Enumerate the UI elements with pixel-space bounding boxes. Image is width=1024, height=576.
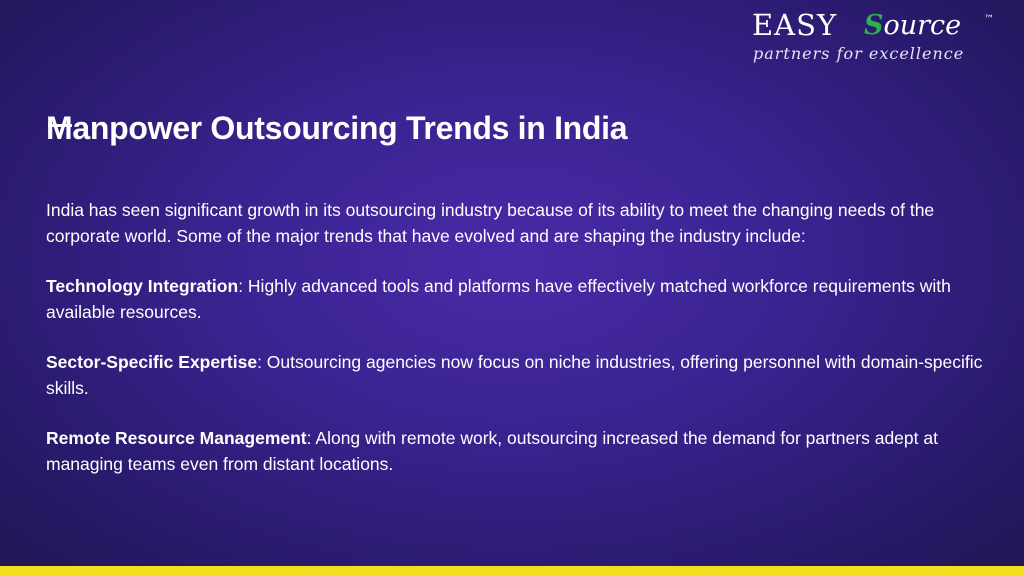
logo-brand-source: Source	[864, 10, 961, 41]
trend-item-remote: Remote Resource Management: Along with r…	[46, 425, 986, 477]
logo-trademark: ™	[984, 14, 994, 25]
trend-heading: Remote Resource Management	[46, 428, 307, 448]
trend-text: : Along with remote work, outsourcing in…	[46, 428, 938, 474]
logo-source-initial: S	[864, 10, 884, 41]
trend-heading: Technology Integration	[46, 276, 239, 296]
trend-text: : Highly advanced tools and platforms ha…	[46, 276, 951, 322]
trend-item-technology: Technology Integration: Highly advanced …	[46, 273, 986, 325]
logo-brand-easy: EASY	[752, 8, 838, 42]
trend-item-sector: Sector-Specific Expertise: Outsourcing a…	[46, 349, 986, 401]
intro-paragraph: India has seen significant growth in its…	[46, 200, 935, 246]
slide-title: Manpower Outsourcing Trends in India	[46, 110, 628, 147]
bottom-accent-bar	[0, 566, 1024, 576]
trend-heading: Sector-Specific Expertise	[46, 352, 258, 372]
logo-tagline: partners for excellence	[753, 44, 965, 63]
logo-source-rest: ource	[883, 10, 962, 41]
brand-logo: EASY Source ™ partners for excellence	[752, 8, 1002, 70]
title-first-letter: M	[46, 110, 73, 146]
slide-content: India has seen significant growth in its…	[46, 197, 986, 501]
title-rest: anpower Outsourcing Trends in India	[72, 110, 628, 146]
trend-text: : Outsourcing agencies now focus on nich…	[46, 352, 983, 398]
